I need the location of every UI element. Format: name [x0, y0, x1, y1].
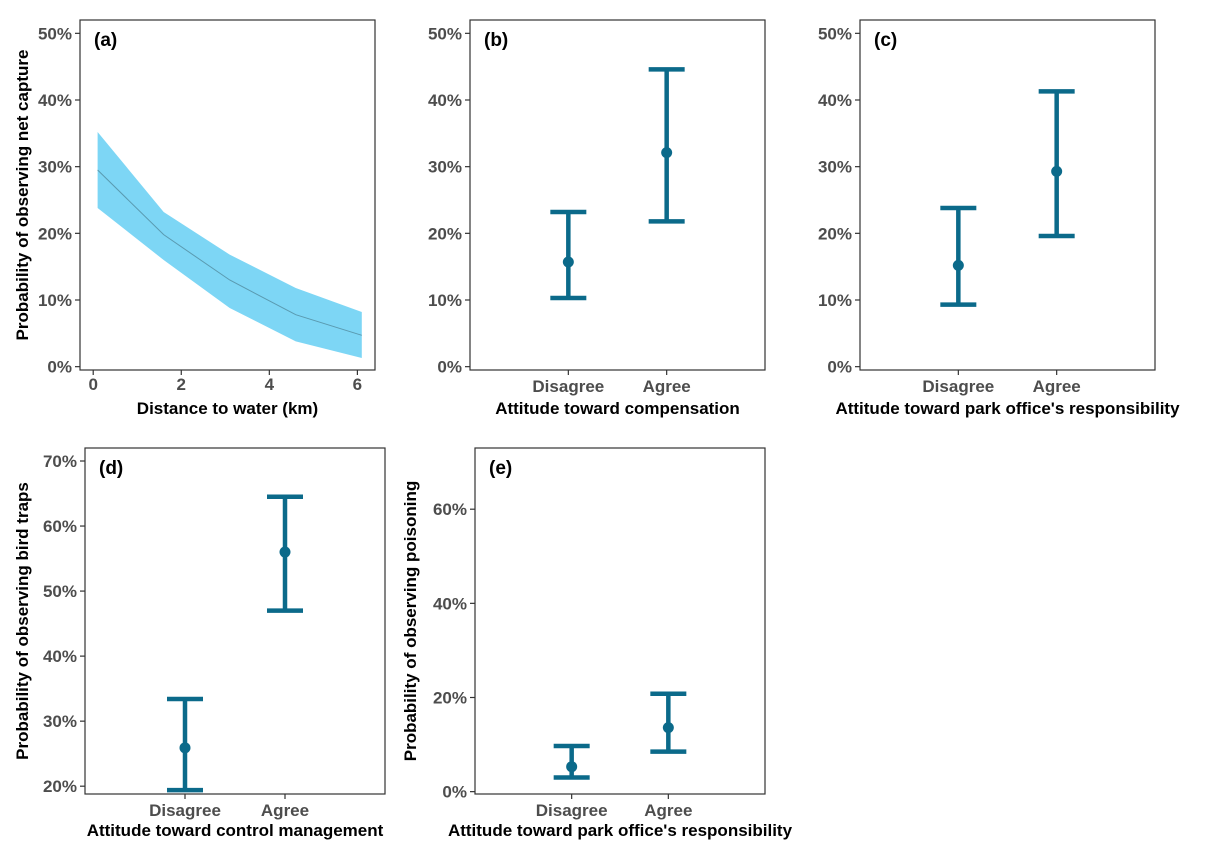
- x-axis-title: Attitude toward park office's responsibi…: [835, 399, 1180, 418]
- y-tick-label: 40%: [433, 594, 467, 613]
- plot-frame: [859, 19, 1156, 371]
- chart-panel-4: 20% 30% 40% 50% 60% 70% Disagree Agree (d) Attitu…: [13, 447, 386, 840]
- errorbar-disagree: [940, 205, 977, 307]
- errorbar-disagree: [167, 696, 203, 793]
- x-tick-label: 0: [88, 375, 97, 394]
- y-tick-label: 0%: [827, 358, 852, 377]
- x-axis-title: Distance to water (km): [137, 399, 318, 418]
- y-tick-label: 30%: [43, 712, 77, 731]
- y-axis-title: Probability of observing poisoning: [401, 481, 420, 762]
- point-estimate: [661, 147, 673, 159]
- x-axis-title: Attitude toward park office's responsibi…: [448, 821, 793, 840]
- y-tick-label: 20%: [43, 777, 77, 796]
- y-tick-label: 20%: [818, 224, 852, 243]
- y-tick-label: 50%: [428, 24, 462, 43]
- x-tick-label: 2: [177, 375, 186, 394]
- point-estimate: [562, 256, 574, 268]
- point-estimate: [279, 546, 291, 558]
- y-tick-label: 0%: [47, 358, 72, 377]
- y-tick-label: 70%: [43, 452, 77, 471]
- y-tick-label: 50%: [38, 24, 72, 43]
- x-axis-title: Attitude toward control management: [87, 821, 384, 840]
- y-tick-label: 10%: [818, 291, 852, 310]
- chart-panel-1: 0% 10% 20% 30% 40% 50% 0 2 4 6 (a) Distance to wate…: [13, 19, 376, 418]
- point-estimate: [952, 259, 964, 271]
- y-tick-label: 10%: [428, 291, 462, 310]
- plot-frame: [474, 447, 766, 795]
- x-tick-label: Agree: [643, 377, 691, 396]
- y-tick-label: 40%: [428, 91, 462, 110]
- x-tick-label: Disagree: [922, 377, 994, 396]
- point-estimate: [662, 722, 674, 734]
- y-tick-label: 60%: [433, 500, 467, 519]
- plot-frame: [79, 19, 376, 371]
- x-tick-label: Disagree: [536, 801, 608, 820]
- x-tick-label: Agree: [1033, 377, 1081, 396]
- point-estimate: [179, 742, 191, 754]
- errorbar-agree: [648, 67, 685, 224]
- errorbar-agree: [1038, 89, 1075, 239]
- y-tick-label: 50%: [818, 24, 852, 43]
- point-estimate: [1051, 165, 1063, 177]
- chart-panel-5: 0% 20% 40% 60% Disagree Agree (e) Attitude towa…: [401, 447, 793, 840]
- y-tick-label: 20%: [428, 224, 462, 243]
- point-estimate: [566, 761, 578, 773]
- y-axis-title: Probability of observing net capture: [13, 50, 32, 341]
- panel-label: (a): [94, 30, 117, 51]
- y-tick-label: 30%: [38, 158, 72, 177]
- x-axis-title: Attitude toward compensation: [495, 399, 740, 418]
- y-tick-label: 40%: [818, 91, 852, 110]
- fit-line: [97, 169, 362, 336]
- y-tick-label: 0%: [442, 783, 467, 802]
- panel-label: (e): [489, 458, 512, 479]
- y-axis-title: Probability of observing bird traps: [13, 482, 32, 760]
- y-tick-label: 20%: [433, 688, 467, 707]
- y-tick-label: 40%: [38, 91, 72, 110]
- y-tick-label: 0%: [437, 358, 462, 377]
- chart-panel-3: 0% 10% 20% 30% 40% 50% Disagree Agree (c) Attitud…: [818, 19, 1180, 418]
- errorbar-disagree: [550, 209, 587, 301]
- y-tick-label: 20%: [38, 224, 72, 243]
- x-tick-label: Disagree: [532, 377, 604, 396]
- errorbar-disagree: [553, 743, 590, 780]
- plot-frame: [469, 19, 766, 371]
- plot-frame: [84, 447, 386, 795]
- errorbar-agree: [650, 691, 687, 754]
- y-tick-label: 60%: [43, 517, 77, 536]
- x-tick-label: Agree: [644, 801, 692, 820]
- x-tick-label: Disagree: [149, 801, 221, 820]
- x-tick-label: 6: [353, 375, 362, 394]
- y-tick-label: 40%: [43, 647, 77, 666]
- x-tick-label: Agree: [261, 801, 309, 820]
- y-tick-label: 10%: [38, 291, 72, 310]
- x-tick-label: 4: [265, 375, 275, 394]
- y-tick-label: 50%: [43, 582, 77, 601]
- errorbar-agree: [267, 494, 303, 613]
- panel-label: (d): [99, 458, 123, 479]
- panel-label: (b): [484, 30, 508, 51]
- y-tick-label: 30%: [428, 158, 462, 177]
- panel-label: (c): [874, 30, 897, 51]
- chart-panel-2: 0% 10% 20% 30% 40% 50% Disagree Agree (b) Attitud…: [428, 19, 766, 418]
- confidence-ribbon: [97, 132, 362, 358]
- y-tick-label: 30%: [818, 158, 852, 177]
